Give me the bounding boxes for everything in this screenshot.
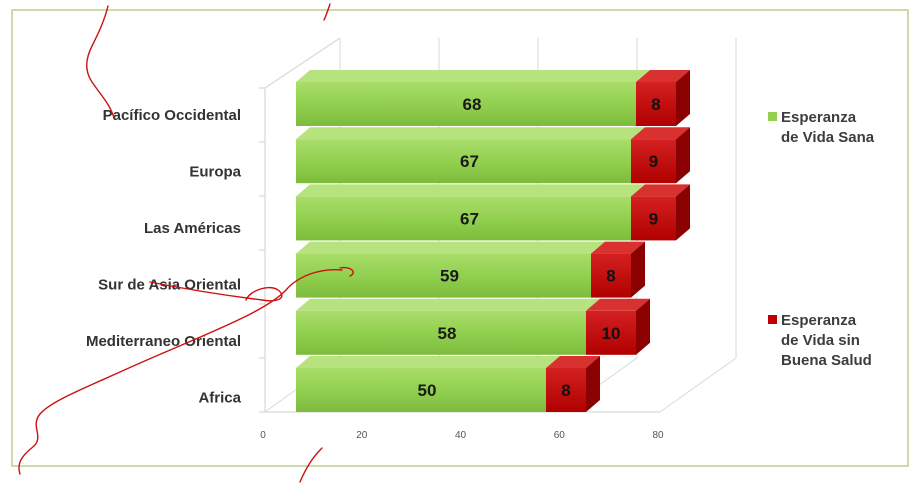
gridline-floor: [659, 357, 737, 413]
bar-healthy-5: [296, 368, 546, 412]
bar-side-unhealthy: [676, 70, 690, 126]
pen-stroke: [339, 266, 354, 277]
x-tick-label: 20: [356, 430, 368, 441]
bar-top-healthy: [296, 70, 650, 82]
bar-unhealthy-2: [631, 196, 676, 241]
category-label: Mediterraneo Oriental: [86, 333, 241, 350]
legend-label: Buena Salud: [781, 352, 872, 369]
pen-stroke: [149, 281, 283, 302]
bar-healthy-1: [296, 139, 631, 184]
data-label-unhealthy: 9: [649, 209, 658, 228]
category-label: Africa: [198, 390, 241, 407]
bar-unhealthy-5: [546, 368, 586, 412]
category-labels: Pacífico Occidental Europa Las Américas Sur…: [86, 107, 242, 407]
category-label: Sur de Asia Oriental: [98, 277, 241, 294]
legend-label: de Vida sin: [781, 332, 860, 349]
data-label-unhealthy: 8: [606, 267, 615, 286]
bar-side-unhealthy: [636, 298, 650, 355]
bar-healthy-3: [296, 253, 591, 298]
data-label-healthy: 50: [418, 381, 437, 400]
bar-top-healthy: [296, 241, 605, 254]
category-label: Las Américas: [144, 220, 241, 237]
bar-side-unhealthy: [676, 127, 690, 184]
data-label-healthy: 59: [440, 267, 459, 286]
legend: Esperanza de Vida Sana Esperanza de Vida si…: [768, 109, 875, 369]
x-tick-label: 60: [554, 430, 566, 441]
bar-top-unhealthy: [591, 241, 645, 254]
data-label-healthy: 68: [463, 95, 482, 114]
x-tick-label: 80: [652, 430, 664, 441]
bar-side-unhealthy: [676, 184, 690, 241]
data-label-healthy: 67: [460, 209, 479, 228]
bar-unhealthy-3: [591, 253, 631, 298]
legend-label: Esperanza: [781, 312, 857, 329]
legend-label: Esperanza: [781, 109, 857, 126]
data-label-unhealthy: 8: [561, 381, 570, 400]
pen-stroke: [323, 3, 331, 21]
pen-stroke: [299, 447, 323, 483]
legend-swatch: [768, 112, 777, 121]
legend-label: de Vida Sana: [781, 129, 875, 146]
bar-healthy-4: [296, 310, 586, 355]
data-label-unhealthy: 10: [602, 324, 621, 343]
bar-healthy-0: [296, 82, 636, 126]
bar-top-unhealthy: [546, 356, 600, 368]
side-wall-top-edge: [264, 37, 341, 89]
x-tick-label: 40: [455, 430, 467, 441]
bars: 68 8 67 9 67 9 59 8 58 10 50 8: [296, 70, 690, 412]
pen-stroke: [18, 269, 343, 475]
bar-unhealthy-0: [636, 82, 676, 126]
bar-top-unhealthy: [636, 70, 690, 82]
bar-top-unhealthy: [631, 127, 690, 140]
data-label-unhealthy: 8: [651, 95, 660, 114]
bar-top-healthy: [296, 298, 600, 311]
category-label: Pacífico Occidental: [103, 107, 241, 124]
data-label-healthy: 67: [460, 152, 479, 171]
data-label-healthy: 58: [438, 324, 457, 343]
data-label-unhealthy: 9: [649, 152, 658, 171]
category-label: Europa: [189, 164, 241, 181]
bar-side-unhealthy: [586, 356, 600, 412]
x-tick-label: 0: [260, 430, 266, 441]
bar-top-healthy: [296, 184, 645, 197]
bar-top-unhealthy: [586, 298, 650, 311]
bar-unhealthy-4: [586, 310, 636, 355]
bar-top-unhealthy: [631, 184, 690, 197]
bar-top-healthy: [296, 127, 645, 140]
pen-stroke: [86, 5, 115, 119]
handwritten-annotation: [18, 3, 354, 483]
legend-swatch: [768, 315, 777, 324]
bar-side-unhealthy: [631, 241, 645, 298]
bar-healthy-2: [296, 196, 631, 241]
bar-top-healthy: [296, 356, 560, 368]
bar-unhealthy-1: [631, 139, 676, 184]
